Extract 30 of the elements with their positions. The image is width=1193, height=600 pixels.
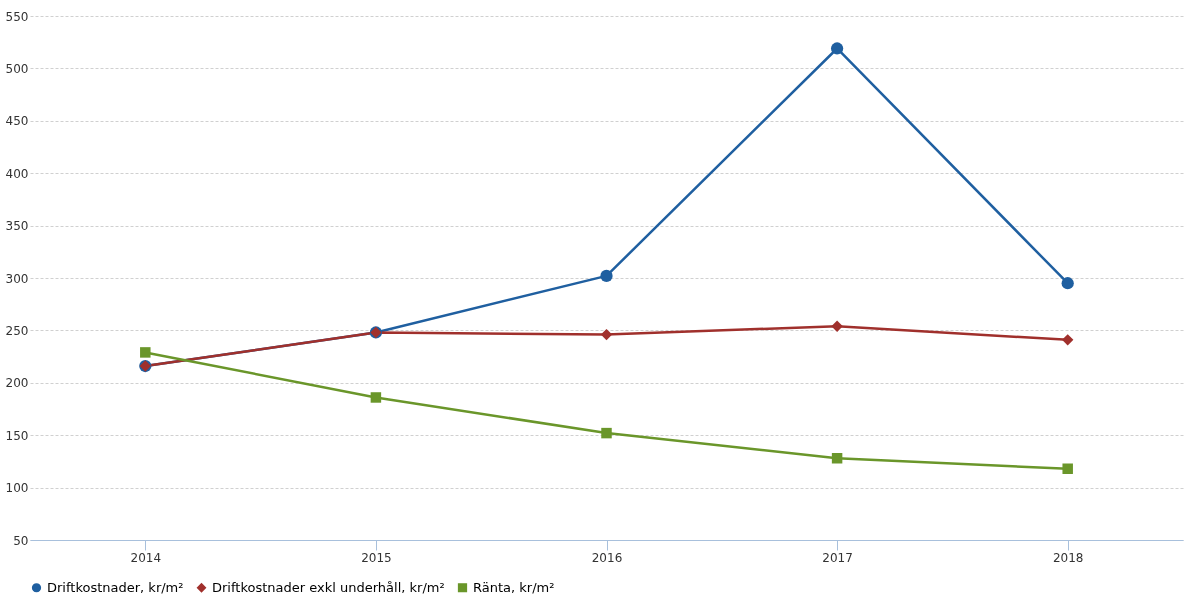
point <box>601 427 612 439</box>
y-tick-label: 550 <box>5 9 29 24</box>
x-tick-label: 2018 <box>1052 550 1084 565</box>
x-tick-label: 2014 <box>130 550 162 565</box>
point <box>600 269 613 283</box>
y-tick-label: 300 <box>5 271 29 286</box>
legend-label: Driftkostnader exkl underhåll, kr/m² <box>212 579 445 595</box>
point <box>830 42 844 55</box>
point <box>1062 334 1074 346</box>
y-tick-label: 50 <box>13 533 29 548</box>
y-tick-label: 100 <box>5 481 29 496</box>
point <box>600 328 613 341</box>
point <box>1061 277 1074 290</box>
point <box>140 347 151 358</box>
y-tick-label: 200 <box>5 376 29 391</box>
x-tick-label: 2017 <box>822 550 853 565</box>
y-tick-label: 350 <box>5 219 29 234</box>
y-tick-label: 250 <box>5 323 29 338</box>
y-tick-label: 450 <box>5 114 29 129</box>
y-tick-label: 500 <box>5 61 29 76</box>
point <box>831 453 843 464</box>
legend-label: Ränta, kr/m² <box>473 579 555 595</box>
point <box>831 320 843 332</box>
y-tick-label: 400 <box>5 166 29 181</box>
x-tick-label: 2015 <box>361 550 392 565</box>
x-tick-label: 2016 <box>591 550 623 565</box>
legend-label: Driftkostnader, kr/m² <box>47 579 184 595</box>
point <box>1062 463 1073 474</box>
y-tick-label: 150 <box>5 428 29 443</box>
point <box>370 392 382 403</box>
